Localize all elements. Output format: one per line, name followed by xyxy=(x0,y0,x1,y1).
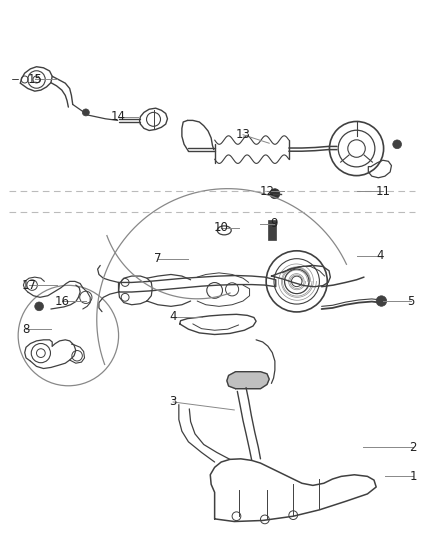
Text: 3: 3 xyxy=(170,395,177,408)
Circle shape xyxy=(82,109,89,116)
Text: 1: 1 xyxy=(410,470,417,483)
Text: 7: 7 xyxy=(154,252,162,265)
Text: 11: 11 xyxy=(375,184,390,198)
Text: 8: 8 xyxy=(22,322,30,336)
Text: 4: 4 xyxy=(377,249,384,262)
Text: 14: 14 xyxy=(111,110,126,123)
Circle shape xyxy=(35,302,43,311)
Bar xyxy=(268,221,276,240)
Text: 15: 15 xyxy=(27,73,42,86)
Text: 17: 17 xyxy=(21,279,37,292)
Text: 9: 9 xyxy=(270,217,277,230)
Text: 16: 16 xyxy=(54,295,69,308)
Text: 2: 2 xyxy=(410,441,417,454)
Circle shape xyxy=(270,189,280,199)
Text: 13: 13 xyxy=(236,128,251,141)
Text: 12: 12 xyxy=(260,184,275,198)
Circle shape xyxy=(393,140,402,149)
Text: 4: 4 xyxy=(170,311,177,324)
Text: 5: 5 xyxy=(407,295,415,308)
Polygon shape xyxy=(227,372,269,389)
Circle shape xyxy=(376,296,387,306)
Text: 10: 10 xyxy=(214,221,229,234)
